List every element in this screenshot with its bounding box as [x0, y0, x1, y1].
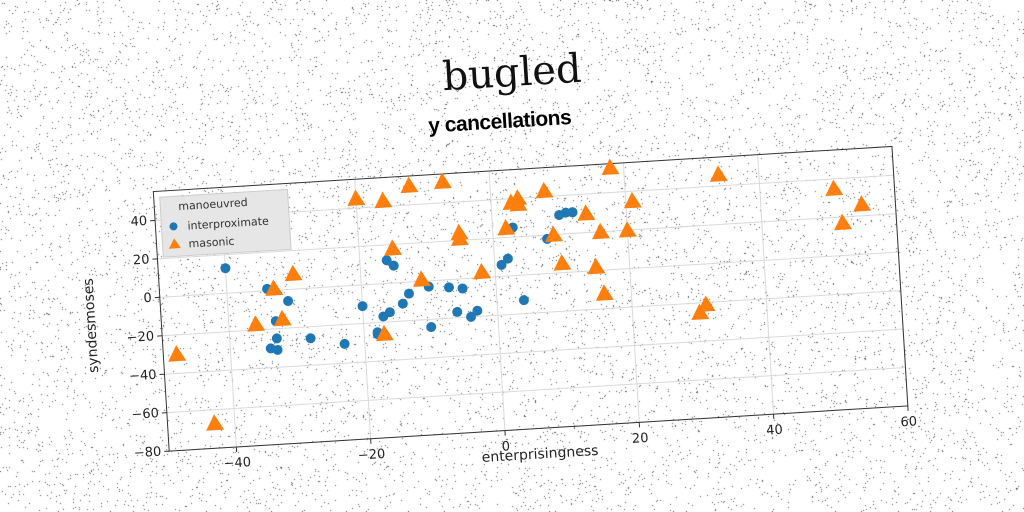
y-tick-label: −40	[129, 368, 157, 385]
point-masonic	[709, 165, 728, 182]
legend-marker-interproximate	[169, 222, 178, 231]
legend-label-interproximate: interproximate	[187, 215, 269, 233]
legend-label-masonic: masonic	[188, 235, 235, 251]
point-interproximate	[567, 207, 578, 218]
y-grid-line	[164, 328, 904, 375]
point-interproximate	[397, 298, 408, 309]
point-interproximate	[339, 338, 350, 349]
point-interproximate	[265, 343, 276, 354]
x-tick-label: 60	[900, 414, 917, 430]
point-masonic	[853, 195, 872, 212]
point-masonic	[247, 315, 266, 332]
y-tick-label: 0	[143, 291, 152, 306]
x-tick-label: −40	[223, 455, 251, 472]
y-tick-label: 20	[133, 252, 150, 268]
point-masonic	[587, 257, 606, 275]
point-masonic	[618, 221, 637, 238]
point-masonic	[691, 303, 710, 321]
point-masonic	[450, 229, 469, 247]
scatter-plot: −40 −20 0 20 40 60 −80 −60 −40 −20 0 20 40 enterpri…	[81, 145, 918, 472]
point-masonic	[168, 345, 187, 362]
point-interproximate	[466, 311, 477, 322]
y-grid-line	[162, 290, 901, 337]
y-grid-line	[166, 366, 906, 414]
point-masonic	[535, 181, 554, 199]
x-axis-label: enterprisingness	[481, 443, 599, 466]
point-interproximate	[518, 295, 529, 306]
x-grid-line	[757, 154, 775, 415]
point-masonic	[347, 189, 366, 207]
x-axis-ticks: −40 −20 0 20 40 60	[223, 405, 918, 472]
point-masonic	[206, 414, 225, 431]
y-axis-ticks: −80 −60 −40 −20 0 20 40	[126, 214, 170, 462]
point-masonic	[553, 254, 572, 271]
y-tick-label: −60	[131, 406, 159, 423]
point-masonic	[834, 213, 853, 231]
y-grid-line	[157, 213, 897, 260]
point-interproximate	[496, 259, 507, 270]
point-interproximate	[472, 305, 483, 316]
point-masonic	[601, 158, 620, 176]
plot-frame	[152, 145, 909, 452]
point-interproximate	[283, 296, 294, 307]
data-points	[168, 158, 872, 431]
point-masonic	[374, 191, 393, 209]
point-masonic	[412, 270, 431, 287]
point-masonic	[825, 179, 844, 197]
y-tick-label: −20	[126, 329, 154, 346]
legend-box	[159, 188, 292, 258]
x-tick-label: −20	[357, 447, 385, 464]
x-tick-label: 0	[501, 439, 510, 454]
point-masonic	[509, 189, 528, 206]
legend: manoeuvred interproximate masonic	[159, 188, 292, 258]
point-masonic	[284, 264, 303, 282]
chart-container: y cancellations −40 −20 0 20 40 60 −80 −60 −40−…	[50, 83, 970, 497]
point-interproximate	[357, 301, 368, 312]
point-masonic	[697, 295, 716, 312]
point-masonic	[623, 191, 642, 209]
point-interproximate	[452, 306, 463, 317]
point-interproximate	[388, 260, 399, 271]
point-masonic	[375, 324, 394, 342]
point-interproximate	[381, 255, 392, 266]
point-masonic	[577, 204, 596, 221]
point-masonic	[497, 218, 516, 236]
point-interproximate	[457, 283, 468, 294]
point-interproximate	[502, 253, 513, 264]
point-interproximate	[271, 333, 282, 344]
point-masonic	[400, 176, 419, 194]
point-interproximate	[443, 282, 454, 293]
y-axis-label: syndesmoses	[81, 278, 103, 373]
x-grid-line	[488, 171, 506, 431]
y-grid-line	[159, 251, 899, 298]
point-interproximate	[220, 263, 231, 274]
point-interproximate	[426, 322, 437, 333]
point-interproximate	[403, 288, 414, 299]
point-masonic	[545, 225, 564, 243]
point-interproximate	[305, 333, 316, 344]
y-tick-label: −80	[133, 445, 161, 462]
y-tick-label: 40	[130, 214, 147, 230]
point-masonic	[595, 284, 614, 301]
point-masonic	[592, 222, 611, 240]
point-interproximate	[384, 307, 395, 318]
x-tick-label: 20	[632, 431, 649, 447]
point-masonic	[384, 239, 403, 256]
point-masonic	[433, 172, 452, 190]
point-masonic	[273, 309, 292, 327]
legend-title: manoeuvred	[178, 196, 248, 213]
legend-marker-masonic	[168, 238, 181, 249]
x-tick-label: 40	[766, 423, 783, 439]
point-masonic	[265, 279, 284, 296]
point-masonic	[473, 262, 492, 280]
